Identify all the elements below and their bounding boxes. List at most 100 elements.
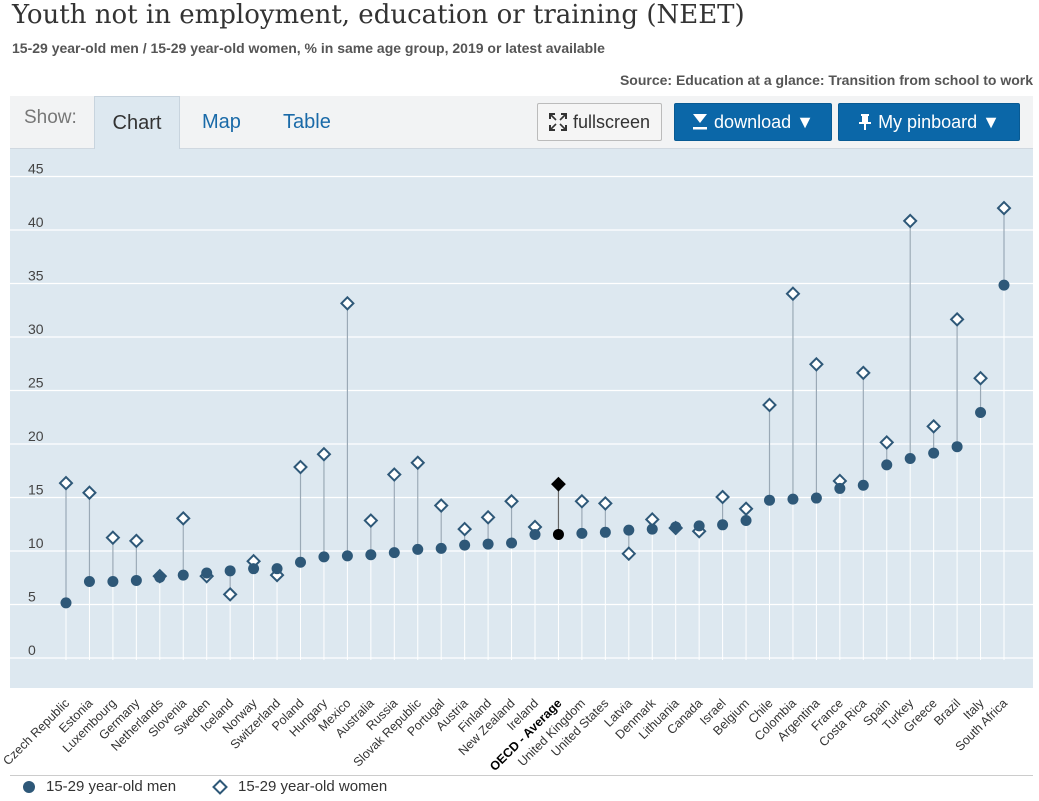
plot-area — [10, 149, 1033, 688]
point-women — [621, 546, 637, 562]
point-men — [435, 542, 447, 554]
page-title: Youth not in employment, education or tr… — [12, 0, 745, 30]
chart-subtitle: 15-29 year-old men / 15-29 year-old wome… — [12, 40, 605, 56]
point-women — [105, 530, 121, 546]
y-tick-label: 10 — [28, 535, 44, 551]
point-men — [599, 526, 611, 538]
point-women — [808, 356, 824, 372]
point-men — [271, 563, 283, 575]
point-men — [552, 528, 564, 540]
point-men — [834, 482, 846, 494]
legend-marker-women — [212, 778, 228, 795]
y-tick-label: 45 — [28, 161, 44, 177]
point-men — [295, 556, 306, 568]
point-women — [597, 495, 613, 511]
pinboard-button[interactable]: My pinboard ▼ — [838, 103, 1020, 141]
point-men — [154, 571, 166, 583]
point-men — [365, 549, 377, 561]
point-women — [738, 501, 754, 517]
point-men — [904, 452, 916, 464]
y-tick-label: 5 — [28, 589, 36, 605]
y-tick-label: 0 — [28, 642, 36, 658]
y-tick-label: 20 — [28, 428, 44, 444]
legend-item-women[interactable]: 15-29 year-old women — [212, 778, 387, 795]
point-men — [130, 574, 142, 586]
point-women — [410, 455, 426, 471]
point-men — [857, 479, 869, 491]
point-men — [529, 528, 541, 540]
point-men — [83, 576, 95, 588]
point-women — [480, 509, 496, 525]
point-women — [574, 493, 590, 509]
point-men — [787, 493, 799, 505]
point-women — [386, 467, 402, 482]
point-women — [222, 586, 238, 602]
point-women — [339, 295, 355, 311]
point-women — [504, 493, 519, 509]
y-tick-label: 30 — [28, 321, 44, 337]
tab-table[interactable]: Table — [283, 111, 331, 133]
point-men — [764, 494, 775, 506]
point-women — [82, 485, 97, 501]
point-women — [128, 533, 144, 549]
point-men — [670, 521, 682, 533]
tab-chart[interactable]: Chart — [94, 96, 180, 149]
point-men — [646, 523, 658, 535]
point-women — [949, 311, 965, 327]
legend-item-men[interactable]: 15-29 year-old men — [22, 778, 176, 795]
y-tick-label: 15 — [28, 482, 44, 498]
point-men — [318, 551, 330, 563]
tab-map[interactable]: Map — [202, 111, 241, 133]
x-tick-label: Brazil — [931, 696, 963, 728]
point-men — [107, 576, 119, 588]
point-men — [740, 515, 752, 527]
download-icon — [692, 113, 708, 131]
point-women — [175, 510, 191, 526]
point-men — [693, 520, 705, 532]
point-women — [762, 397, 777, 413]
point-women — [996, 200, 1012, 216]
point-men — [506, 537, 518, 549]
point-men — [623, 524, 635, 536]
point-women — [715, 489, 731, 505]
point-women — [433, 498, 449, 513]
point-women — [785, 286, 801, 302]
point-men — [576, 527, 588, 539]
pin-icon — [858, 113, 872, 131]
point-men — [810, 492, 822, 504]
legend: 15-29 year-old men 15-29 year-old women — [10, 775, 1033, 801]
point-men — [998, 279, 1010, 291]
point-men — [928, 447, 940, 459]
legend-marker-men — [23, 780, 35, 793]
point-women — [316, 446, 332, 462]
point-women — [551, 476, 566, 492]
point-men — [248, 563, 260, 575]
point-women — [293, 459, 308, 475]
point-women — [457, 521, 473, 537]
download-button[interactable]: download ▼ — [674, 103, 832, 141]
point-men — [975, 406, 987, 418]
source-note: Source: Education at a glance: Transitio… — [619, 72, 1033, 88]
download-label: download ▼ — [714, 111, 814, 132]
fullscreen-button[interactable]: fullscreen — [537, 103, 662, 141]
y-tick-label: 35 — [28, 268, 44, 284]
point-women — [879, 435, 895, 450]
legend-label-women: 15-29 year-old women — [238, 778, 388, 795]
point-men — [717, 519, 729, 531]
y-tick-label: 25 — [28, 375, 44, 391]
pinboard-label: My pinboard ▼ — [878, 111, 1000, 132]
point-men — [201, 567, 213, 579]
point-men — [224, 565, 236, 577]
show-label: Show: — [24, 107, 77, 128]
toolbar: Show: Chart Map Table fullscreen downloa… — [10, 96, 1033, 149]
legend-label-men: 15-29 year-old men — [46, 778, 177, 795]
point-women — [973, 370, 988, 386]
point-men — [341, 550, 353, 562]
point-men — [881, 459, 893, 471]
point-men — [482, 538, 494, 550]
point-women — [363, 513, 379, 528]
point-men — [459, 539, 471, 551]
point-women — [902, 213, 918, 229]
point-women — [58, 475, 74, 491]
